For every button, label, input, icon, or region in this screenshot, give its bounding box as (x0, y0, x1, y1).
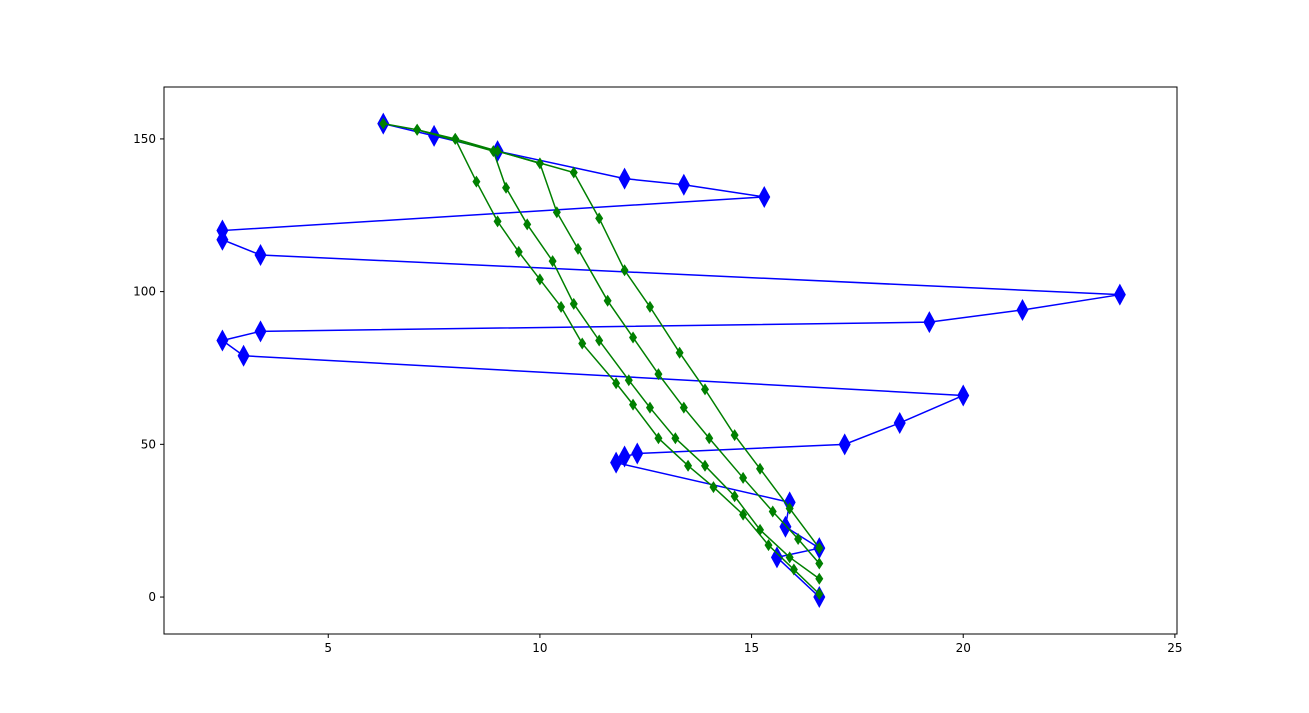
point-marker (451, 132, 460, 145)
point-marker (684, 459, 693, 472)
point-marker (493, 215, 502, 228)
point-marker (629, 398, 638, 411)
point-marker (923, 311, 936, 334)
point-marker (595, 334, 604, 347)
point-marker (578, 337, 587, 350)
point-marker (548, 255, 557, 268)
point-marker (709, 481, 718, 494)
point-marker (675, 346, 684, 359)
point-marker (789, 563, 798, 576)
point-marker (216, 329, 229, 352)
point-marker (216, 228, 229, 251)
point-marker (815, 542, 824, 555)
point-marker (603, 294, 612, 307)
point-marker (654, 432, 663, 445)
point-marker (705, 432, 714, 445)
point-marker (254, 243, 267, 266)
point-marker (815, 572, 824, 585)
point-marker (624, 374, 633, 387)
point-marker (1016, 298, 1029, 321)
point-marker (1113, 283, 1126, 306)
point-marker (237, 344, 250, 367)
point-marker (610, 451, 623, 474)
point-marker (679, 401, 688, 414)
x-tick-label: 10 (532, 641, 547, 655)
point-marker (815, 587, 824, 600)
point-marker (654, 368, 663, 381)
point-marker (730, 429, 739, 442)
point-marker (618, 167, 631, 190)
point-marker (764, 539, 773, 552)
point-marker (739, 508, 748, 521)
point-marker (677, 173, 690, 196)
point-marker (785, 551, 794, 564)
point-marker (552, 206, 561, 219)
point-marker (671, 432, 680, 445)
point-marker (631, 442, 644, 465)
point-marker (794, 533, 803, 546)
point-marker (428, 124, 441, 147)
point-marker (379, 117, 388, 130)
x-tick-label: 20 (956, 641, 971, 655)
point-marker (815, 557, 824, 570)
series-line (220, 122, 1120, 598)
point-marker (523, 218, 532, 231)
point-marker (758, 185, 771, 208)
point-marker (569, 166, 578, 179)
point-marker (785, 502, 794, 515)
point-marker (629, 331, 638, 344)
point-marker (569, 297, 578, 310)
x-tick-label: 5 (324, 641, 332, 655)
point-marker (645, 300, 654, 313)
point-marker (730, 490, 739, 503)
point-marker (756, 523, 765, 536)
x-tick-label: 25 (1167, 641, 1182, 655)
point-marker (701, 459, 710, 472)
x-tick-label: 15 (744, 641, 759, 655)
point-marker (620, 264, 629, 277)
point-marker (472, 175, 481, 188)
y-tick-label: 50 (141, 437, 156, 451)
point-marker (739, 471, 748, 484)
series-line (383, 122, 820, 595)
y-tick-label: 0 (148, 590, 156, 604)
point-marker (701, 383, 710, 396)
point-marker (489, 145, 498, 158)
point-marker (557, 300, 566, 313)
point-marker (957, 384, 970, 407)
y-tick-label: 150 (133, 132, 156, 146)
point-marker (756, 462, 765, 475)
point-marker (535, 273, 544, 286)
point-marker (768, 505, 777, 518)
point-marker (893, 411, 906, 434)
point-marker (595, 212, 604, 225)
point-marker (838, 433, 851, 456)
point-marker (493, 145, 502, 158)
y-tick-label: 100 (133, 285, 156, 299)
point-marker (612, 377, 621, 390)
point-marker (254, 320, 267, 343)
point-marker (770, 546, 783, 569)
point-marker (645, 401, 654, 414)
point-marker (502, 181, 511, 194)
point-marker (514, 245, 523, 258)
point-marker (574, 242, 583, 255)
point-marker (413, 123, 422, 136)
